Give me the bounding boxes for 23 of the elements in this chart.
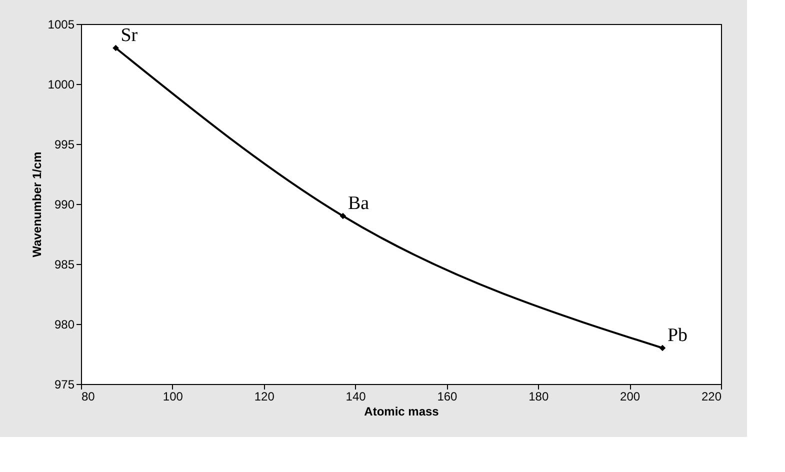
x-tick-label: 80 [82, 390, 96, 404]
y-tick-label: 1000 [48, 78, 75, 92]
x-tick-label: 120 [254, 390, 275, 404]
x-tick-label: 100 [162, 390, 184, 404]
y-tick-label: 980 [54, 318, 75, 332]
point [659, 344, 666, 352]
x-tick-label: 220 [701, 390, 722, 404]
y-tick-label: 1005 [48, 18, 75, 32]
x-tick-label: 200 [620, 390, 640, 404]
point [112, 44, 119, 52]
x-axis-title: Atomic mass [364, 404, 440, 418]
x-tick-label: 140 [346, 390, 366, 404]
y-axis-title: Wavenumber 1/cm [30, 152, 44, 258]
y-tick-label: 990 [54, 198, 75, 212]
annotation: Sr [120, 25, 138, 46]
x-tick-label: 160 [437, 390, 458, 404]
y-tick-label: 975 [54, 378, 75, 392]
y-tick-label: 985 [54, 258, 75, 272]
y-tick-label: 995 [54, 138, 75, 152]
annotation: Ba [348, 193, 370, 214]
point [340, 212, 346, 220]
x-tick-label: 180 [528, 390, 549, 404]
annotation: Pb [667, 325, 688, 346]
